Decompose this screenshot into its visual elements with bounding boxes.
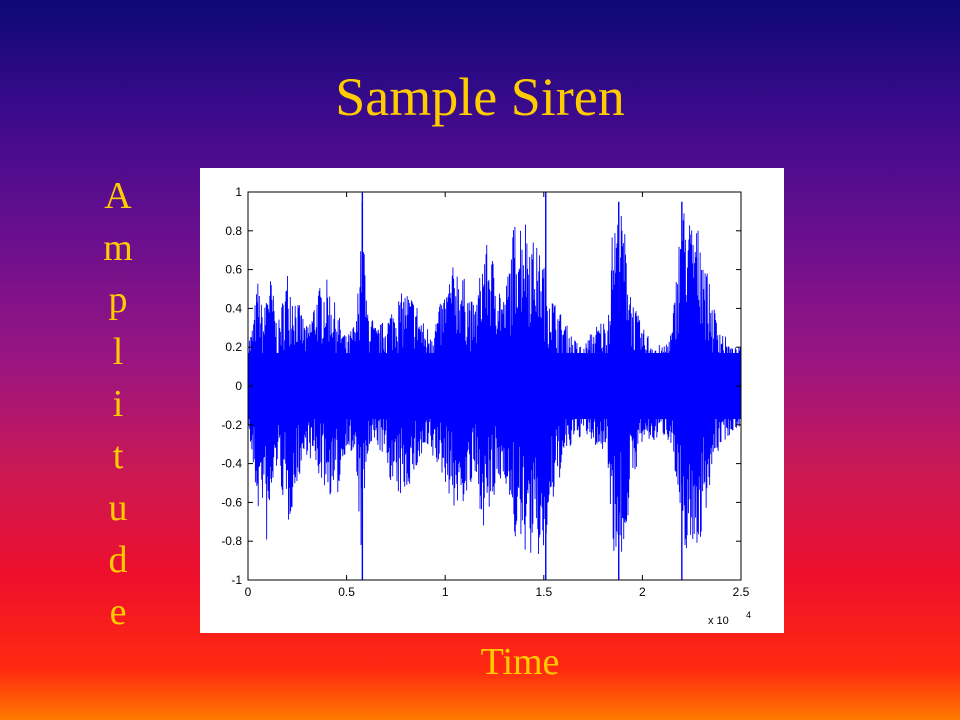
y-tick-label: 0.4 xyxy=(225,301,242,315)
x-axis-exponent-power: 4 xyxy=(746,610,751,620)
y-tick-label: 0 xyxy=(235,379,242,393)
y-axis-label-letter: i xyxy=(112,383,124,425)
waveform-core-band xyxy=(248,353,741,419)
y-tick-label: 1 xyxy=(235,185,242,199)
y-tick-label: -0.2 xyxy=(221,418,242,432)
x-tick-label: 0 xyxy=(245,585,252,599)
y-axis-label-letter: u xyxy=(108,487,128,529)
plot-area: -1 -0.8 -0.6 -0.4 -0.2 0 0.2 0.4 0.6 0.8 1 0 0.5 1 1.5… xyxy=(200,168,784,633)
slide-title: Sample Siren xyxy=(335,67,625,127)
y-tick-label: 0.6 xyxy=(225,263,242,277)
x-axis-label: Time xyxy=(480,641,560,683)
x-tick-label: 2.5 xyxy=(733,585,750,599)
y-tick-label: -0.8 xyxy=(221,534,242,548)
x-tick-label: 2 xyxy=(639,585,646,599)
y-axis-label-letter: m xyxy=(103,227,133,269)
x-tick-label: 1.5 xyxy=(535,585,552,599)
y-tick-label: -1 xyxy=(231,573,242,587)
y-axis-label-letter: e xyxy=(109,591,127,633)
waveform-chart: -1 -0.8 -0.6 -0.4 -0.2 0 0.2 0.4 0.6 0.8 1 0 0.5 1 1.5… xyxy=(221,185,751,627)
y-axis-label-letter: t xyxy=(112,435,124,477)
y-tick-label: -0.6 xyxy=(221,495,242,509)
y-axis-label-letter: d xyxy=(108,539,128,581)
y-axis-label-letter: l xyxy=(112,331,124,373)
y-axis-label-letter: p xyxy=(108,279,128,321)
y-tick-label: 0.2 xyxy=(225,340,242,354)
y-axis-label-letter: A xyxy=(104,175,132,217)
y-tick-label: 0.8 xyxy=(225,224,242,238)
x-axis-exponent-label: x 10 xyxy=(708,615,729,627)
x-tick-label: 0.5 xyxy=(338,585,355,599)
x-tick-label: 1 xyxy=(442,585,449,599)
y-tick-label: -0.4 xyxy=(221,457,242,471)
